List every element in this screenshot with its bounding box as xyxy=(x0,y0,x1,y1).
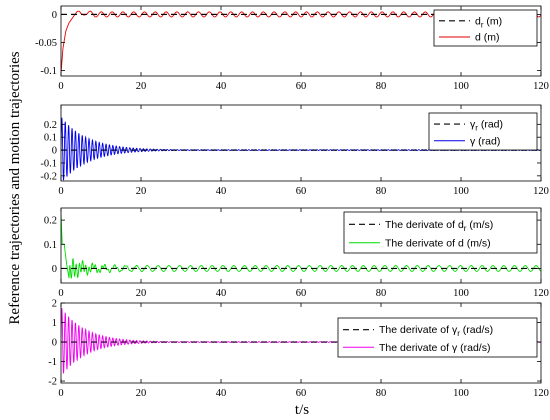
x-tick-label: 80 xyxy=(376,81,387,92)
x-tick-label: 20 xyxy=(136,388,147,399)
x-tick-label: 120 xyxy=(533,186,549,197)
legend-label: γr (rad) xyxy=(470,119,503,133)
legend-label: The derivate of γ (rad/s) xyxy=(379,342,490,354)
x-tick-label: 100 xyxy=(453,388,469,399)
x-tick-label: 120 xyxy=(533,288,549,299)
x-tick-label: 80 xyxy=(376,388,387,399)
y-tick-label: 0 xyxy=(52,264,57,275)
legend-label: The derivate of γr (rad/s) xyxy=(379,324,493,338)
chart-panel-3: 0 20 40 60 80 100 120 0.2 0.1 0 The derivate of dr… xyxy=(44,207,549,299)
legend: γr (rad) γ (rad) xyxy=(428,112,538,151)
y-tick-label: -0.1 xyxy=(40,66,57,77)
legend-box xyxy=(433,9,538,47)
x-tick-label: 60 xyxy=(296,388,307,399)
legend: dr (m) d (m) xyxy=(433,9,538,47)
y-tick-label: -2 xyxy=(48,377,57,388)
x-tick-label: 40 xyxy=(216,81,227,92)
chart-panel-1: 0 20 40 60 80 100 120 0 -0.05 -0.1 dr (m) d (m) xyxy=(35,5,549,92)
x-tick-label: 0 xyxy=(58,288,63,299)
y-tick-label: -1 xyxy=(48,357,57,368)
legend-label: dr (m) xyxy=(475,15,502,29)
x-tick-label: 20 xyxy=(136,186,147,197)
x-tick-label: 60 xyxy=(296,81,307,92)
x-tick-label: 80 xyxy=(376,288,387,299)
legend: The derivate of γr (rad/s) The derivate o… xyxy=(337,317,538,358)
x-tick-label: 60 xyxy=(296,288,307,299)
y-tick-label: 0.2 xyxy=(44,120,57,131)
legend-label: The derivate of dr (m/s) xyxy=(385,219,493,233)
legend-box xyxy=(343,211,538,254)
legend-label: d (m) xyxy=(475,32,500,44)
x-tick-label: 100 xyxy=(453,186,469,197)
y-tick-label: 1 xyxy=(52,318,57,329)
chart-panel-4: 0 20 40 60 80 100 120 2 1 0 -1 -2 The derivate of γr… xyxy=(48,299,549,400)
x-tick-label: 0 xyxy=(58,186,63,197)
legend-label: γ (rad) xyxy=(470,135,500,147)
y-tick-label: 0 xyxy=(52,146,57,157)
x-tick-label: 60 xyxy=(296,186,307,197)
y-axis-label: Reference trajectories and motion trajec… xyxy=(7,51,23,324)
legend-box xyxy=(337,317,538,358)
y-tick-label: 0 xyxy=(52,10,57,21)
x-tick-label: 40 xyxy=(216,288,227,299)
x-axis-label: t/s xyxy=(295,402,309,418)
x-tick-label: 40 xyxy=(216,388,227,399)
y-tick-label: 2 xyxy=(52,299,57,310)
x-tick-label: 120 xyxy=(533,81,549,92)
y-tick-label: 0 xyxy=(52,338,57,349)
legend-label: The derivate of d (m/s) xyxy=(385,237,491,249)
x-tick-label: 0 xyxy=(58,388,63,399)
x-tick-label: 100 xyxy=(453,288,469,299)
x-tick-label: 40 xyxy=(216,186,227,197)
legend-box xyxy=(428,112,538,151)
x-tick-label: 80 xyxy=(376,186,387,197)
x-tick-label: 20 xyxy=(136,288,147,299)
y-tick-label: -0.05 xyxy=(35,38,57,49)
x-tick-label: 100 xyxy=(453,81,469,92)
x-tick-label: 120 xyxy=(533,388,549,399)
y-tick-label: 0.1 xyxy=(44,240,57,251)
y-tick-label: -0.1 xyxy=(40,158,57,169)
x-tick-label: 20 xyxy=(136,81,147,92)
y-tick-label: -0.2 xyxy=(40,171,57,182)
legend: The derivate of dr (m/s) The derivate of … xyxy=(343,211,538,254)
y-tick-label: 0.2 xyxy=(44,216,57,227)
x-tick-label: 0 xyxy=(58,81,63,92)
y-tick-label: 0.1 xyxy=(44,133,57,144)
